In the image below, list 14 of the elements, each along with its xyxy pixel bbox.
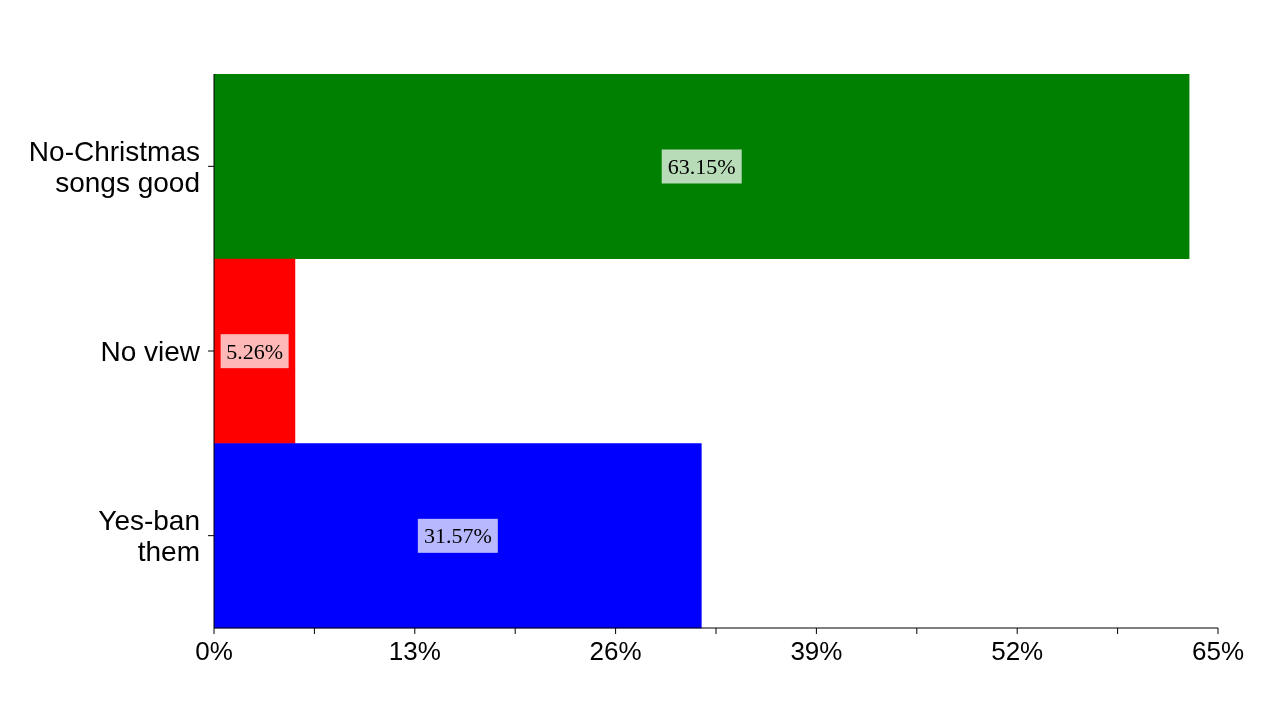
data-label: 31.57% — [423, 523, 492, 549]
y-tick-label: Yes-ban them — [98, 504, 200, 567]
bar — [214, 74, 1190, 259]
x-tick-label: 13% — [388, 636, 441, 667]
y-tick-label: No-Christmas songs good — [28, 135, 200, 198]
data-label: 5.26% — [226, 338, 284, 364]
x-tick-label: 39% — [790, 636, 843, 667]
y-tick-label: No view — [100, 335, 201, 367]
x-tick-label: 26% — [589, 636, 642, 667]
data-label: 63.15% — [667, 154, 736, 179]
x-tick-label: 52% — [991, 636, 1044, 667]
x-tick-label: 65% — [1191, 636, 1245, 667]
bar — [214, 443, 702, 629]
x-tick-label: 0% — [195, 636, 233, 667]
